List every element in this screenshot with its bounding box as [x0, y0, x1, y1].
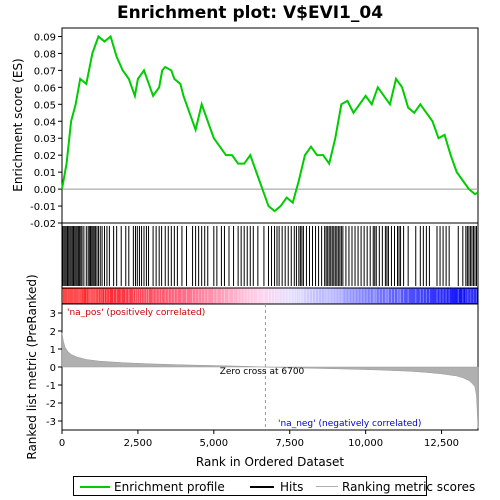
- metric-ytick-label: -1: [46, 381, 56, 392]
- es-ytick-label: 0.03: [34, 134, 56, 145]
- ranking-metric-area: [61, 332, 479, 429]
- es-ytick-label: 0.00: [34, 185, 56, 196]
- rank-gradient-bar: [61, 287, 479, 305]
- metric-ytick-label: -3: [46, 417, 56, 428]
- metric-ytick-label: -2: [46, 399, 56, 410]
- positive-label: 'na_pos' (positively correlated): [67, 308, 205, 318]
- legend: Enrichment profile Hits Ranking metric s…: [73, 476, 475, 496]
- metric-ytick-label: 0: [50, 363, 56, 374]
- es-ytick-label: 0.08: [34, 49, 56, 60]
- legend-swatch-hits: [250, 486, 274, 488]
- es-ytick-label: 0.06: [34, 83, 56, 94]
- zero-cross-label: Zero cross at 6700: [220, 367, 305, 377]
- negative-label: 'na_neg' (negatively correlated): [278, 419, 421, 429]
- xtick-label: 0: [59, 438, 65, 449]
- metric-axis-label: Ranked list metric (PreRanked): [25, 274, 39, 459]
- xtick-label: 5,000: [200, 438, 229, 449]
- es-ytick-label: 0.05: [34, 100, 56, 111]
- legend-swatch-metric: [316, 486, 338, 487]
- xtick-label: 12,500: [424, 438, 459, 449]
- metric-ytick-label: 2: [50, 327, 56, 338]
- es-ytick-label: 0.04: [34, 117, 56, 128]
- es-axis-label: Enrichment score (ES): [11, 58, 25, 191]
- enrichment-profile-line: [61, 34, 479, 213]
- es-ytick-label: 0.07: [34, 66, 56, 77]
- legend-label-metric: Ranking metric scores: [342, 480, 476, 494]
- es-plot-frame: [61, 27, 479, 224]
- es-ytick-label: -0.01: [30, 202, 56, 213]
- legend-label-enrichment: Enrichment profile: [114, 480, 225, 494]
- chart-title: Enrichment plot: V$EVI1_04: [117, 3, 383, 23]
- xtick-label: 10,000: [348, 438, 383, 449]
- hits-frame: [61, 222, 479, 289]
- es-ytick-label: 0.02: [34, 151, 56, 162]
- xtick-label: 2,500: [124, 438, 153, 449]
- metric-panel: 3 2 1 0 -1 -2 -3 'na_pos' (positively correlat…: [25, 274, 479, 469]
- xtick-label: 7,500: [275, 438, 304, 449]
- es-ytick-label: -0.02: [30, 219, 56, 230]
- es-panel: 0.09 0.08 0.07 0.06 0.05 0.04 0.03 0.02 0.01 0.00…: [11, 27, 479, 230]
- legend-label-hits: Hits: [280, 480, 304, 494]
- legend-swatch-enrichment: [80, 486, 110, 488]
- metric-ytick-label: 1: [50, 345, 56, 356]
- es-ytick-label: 0.09: [34, 32, 56, 43]
- metric-ytick-label: 3: [50, 309, 56, 320]
- hits-panel: [61, 222, 479, 289]
- x-axis-label: Rank in Ordered Dataset: [196, 455, 344, 469]
- es-ytick-label: 0.01: [34, 168, 56, 179]
